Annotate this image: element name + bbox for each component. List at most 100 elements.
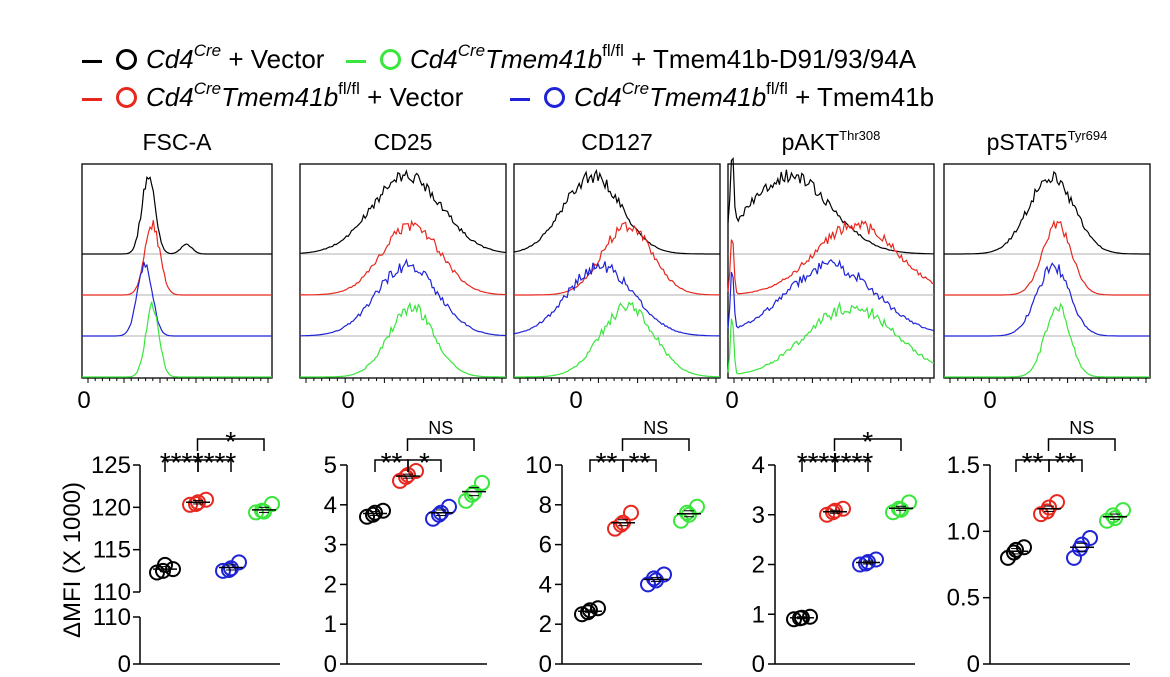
histogram-xtick-label: 0	[341, 387, 354, 414]
y-tick-label: 110	[93, 579, 131, 606]
panel-title-pakt: pAKTThr308	[781, 128, 881, 155]
legend-gene: Cd4	[410, 44, 458, 74]
y-tick-label: 125	[91, 452, 131, 479]
data-point	[835, 500, 851, 517]
legend-item-mutant: Cd4CreTmem41bfl/fl + Tmem41b-D91/93/94A	[346, 42, 917, 74]
panel-title-fsca: FSC-A	[142, 129, 212, 155]
y-tick-label: 2	[752, 552, 765, 579]
histogram-frame	[513, 163, 721, 379]
histogram-curve	[299, 219, 507, 296]
data-point	[1006, 544, 1022, 561]
significance-label: ****	[193, 447, 237, 478]
data-point	[375, 502, 391, 519]
y-tick-label: 4	[752, 452, 765, 479]
significance-label: ****	[830, 447, 874, 478]
y-tick-label: 0	[118, 651, 131, 677]
legend-line-red	[82, 97, 102, 101]
data-point	[198, 491, 214, 508]
significance-label: *	[862, 426, 873, 457]
legend-gene: Cd4	[146, 44, 194, 74]
y-tick-label: 10	[525, 452, 552, 479]
significance-label: *	[419, 447, 430, 478]
data-point	[182, 496, 198, 513]
data-point	[623, 504, 639, 521]
y-tick-label: 120	[91, 494, 131, 521]
data-point	[1008, 541, 1024, 558]
legend-line-blue	[510, 97, 530, 101]
data-point	[648, 572, 664, 589]
y-tick-label: 6	[539, 532, 552, 559]
legend-rest: + Tmem41b-D91/93/94A	[623, 44, 917, 74]
histogram-curve	[82, 261, 272, 337]
data-point	[868, 551, 884, 568]
data-point	[215, 562, 231, 579]
y-tick-label: 0	[752, 651, 765, 677]
significance-label: ****	[160, 447, 204, 478]
legend-line-green	[346, 59, 366, 63]
data-point	[367, 504, 383, 521]
significance-label: NS	[428, 418, 453, 438]
y-tick-label: 1	[752, 601, 765, 628]
histogram-xtick-label: 0	[569, 387, 582, 414]
data-point	[681, 506, 697, 523]
legend-gene: Cd4	[574, 82, 622, 112]
significance-label: **	[596, 447, 618, 478]
data-point	[582, 602, 598, 619]
panel-title-pstat5: pSTAT5Tyr694	[986, 128, 1108, 155]
histogram-curve	[82, 301, 272, 378]
legend-gene2: Tmem41b	[221, 82, 339, 112]
data-point	[827, 502, 843, 519]
significance-label: **	[1055, 447, 1077, 478]
y-tick-label: 5	[324, 452, 337, 479]
histogram-curve	[300, 301, 506, 378]
legend-rest: + Tmem41b	[787, 82, 935, 112]
legend-line-black	[82, 59, 102, 63]
data-point	[901, 494, 917, 511]
significance-bracket	[1047, 438, 1116, 451]
data-point	[590, 600, 606, 617]
legend-gene-sup: Cre	[193, 41, 222, 60]
legend-gene2-sup: fl/fl	[766, 79, 788, 98]
histogram-curve	[727, 219, 935, 295]
data-point	[155, 562, 171, 579]
data-point	[466, 484, 482, 501]
legend-marker-red	[116, 86, 137, 108]
data-point	[646, 570, 662, 587]
data-point	[398, 468, 414, 485]
histogram-curve	[513, 261, 720, 337]
histogram-curve	[300, 258, 507, 337]
legend-marker-black	[116, 48, 137, 70]
y-tick-label: 2	[324, 571, 337, 598]
histogram-frame	[943, 163, 1151, 379]
legend-gene2: Tmem41b	[649, 82, 767, 112]
y-tick-label: 4	[324, 492, 337, 519]
histogram-xtick-label: 0	[725, 387, 738, 414]
y-tick-label: 3	[324, 532, 337, 559]
y-tick-label: 0	[539, 651, 552, 677]
legend-gene: Cd4	[146, 82, 194, 112]
legend-gene-sup: Cre	[457, 41, 486, 60]
histogram-frame	[299, 163, 507, 379]
legend-rest: + Vector	[221, 44, 325, 74]
y-tick-label: 1.0	[947, 518, 980, 545]
y-tick-label: 8	[539, 492, 552, 519]
histogram-curve	[514, 221, 720, 296]
panel-title-cd25: CD25	[373, 129, 433, 155]
y-tick-label: 0	[967, 651, 980, 677]
histogram-frame	[727, 163, 935, 379]
significance-label: **	[381, 447, 403, 478]
significance-bracket	[622, 459, 657, 472]
legend-item-ctrl-vector: Cd4Cre + Vector	[82, 42, 325, 74]
data-point	[679, 504, 695, 521]
histogram-curve	[514, 301, 720, 378]
significance-bracket	[833, 438, 902, 451]
y-tick-label: 115	[93, 537, 131, 564]
significance-label: NS	[1069, 418, 1094, 438]
y-tick-label: 1.5	[947, 452, 980, 479]
data-point	[431, 506, 447, 523]
significance-bracket	[196, 438, 265, 451]
significance-bracket	[197, 459, 232, 472]
panel-title-cd127: CD127	[581, 129, 653, 155]
histogram-curve	[727, 300, 935, 375]
